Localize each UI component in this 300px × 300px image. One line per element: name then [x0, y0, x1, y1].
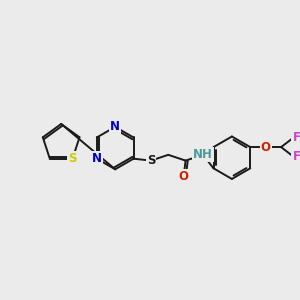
Text: S: S: [147, 154, 155, 167]
Text: O: O: [261, 141, 271, 154]
Text: F: F: [292, 131, 300, 144]
Text: NH: NH: [193, 148, 213, 161]
Text: O: O: [179, 169, 189, 182]
Text: F: F: [292, 150, 300, 163]
Text: S: S: [68, 152, 77, 165]
Text: N: N: [92, 152, 102, 165]
Text: N: N: [110, 120, 120, 134]
